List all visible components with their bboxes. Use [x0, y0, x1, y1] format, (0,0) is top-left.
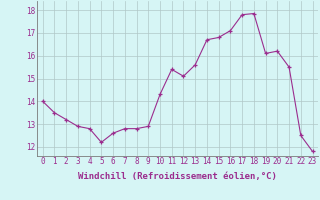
X-axis label: Windchill (Refroidissement éolien,°C): Windchill (Refroidissement éolien,°C) [78, 172, 277, 181]
